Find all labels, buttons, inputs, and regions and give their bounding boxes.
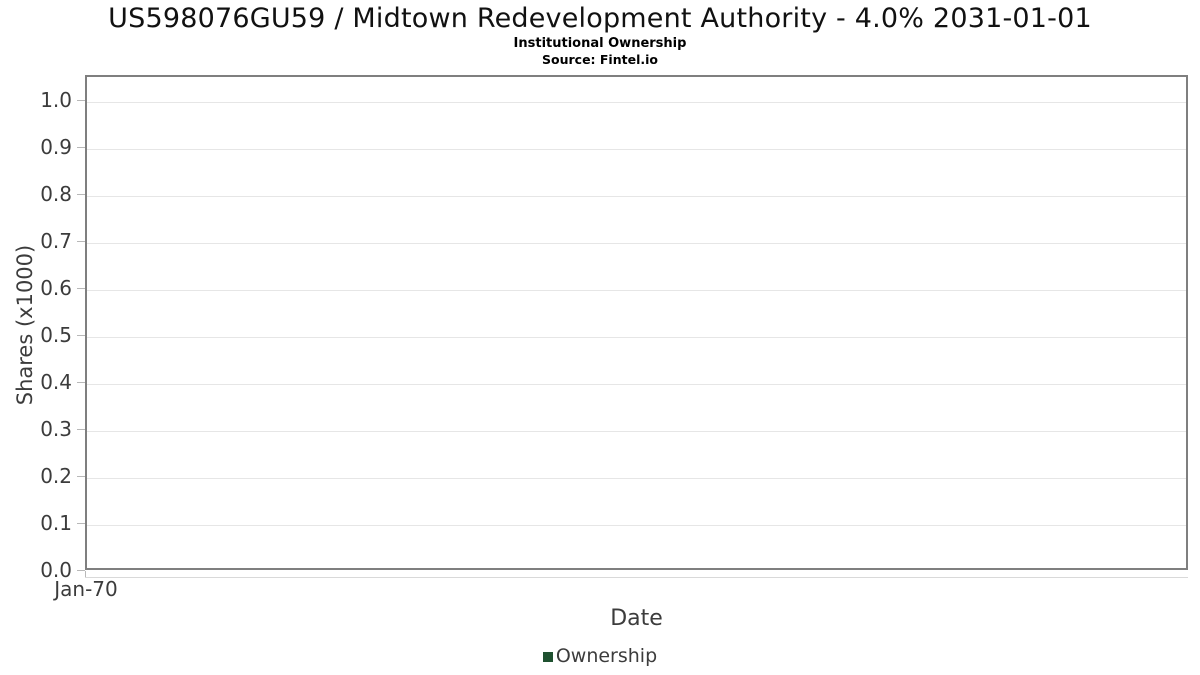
legend-item-ownership[interactable]: Ownership [542,645,658,667]
legend: Ownership [0,645,1200,667]
y-tick-label: 0.1 [40,511,72,535]
y-tick-mark [77,382,85,383]
chart-source-note: Source: Fintel.io [542,52,658,67]
plot-area [85,75,1188,570]
gridline [87,431,1186,432]
x-tick-mark [85,571,86,577]
gridline [87,337,1186,338]
legend-item-label: Ownership [555,645,658,667]
y-tick-mark [77,570,85,571]
y-tick-mark [77,288,85,289]
y-tick-mark [77,335,85,336]
chart-subtitle: Institutional Ownership [513,36,687,51]
y-tick-mark [77,241,85,242]
y-tick-label: 0.3 [40,417,72,441]
gridline [87,525,1186,526]
y-tick-label: 0.9 [40,135,72,159]
y-tick-mark [77,476,85,477]
gridline [87,243,1186,244]
y-axis-title: Shares (x1000) [13,244,37,406]
y-tick-label: 1.0 [40,88,72,112]
ownership-series-swatch-icon [542,652,553,662]
gridline [87,149,1186,150]
y-tick-label: 0.0 [40,558,72,582]
y-tick-label: 0.6 [40,276,72,300]
y-tick-mark [77,523,85,524]
gridline [87,196,1186,197]
x-tick-label: Jan-70 [54,577,118,601]
y-tick-label: 0.8 [40,182,72,206]
x-axis-title: Date [610,606,663,631]
x-axis-line [85,577,1188,578]
gridline [87,478,1186,479]
y-tick-mark [77,100,85,101]
y-tick-label: 0.2 [40,464,72,488]
y-tick-label: 0.5 [40,323,72,347]
y-tick-label: 0.7 [40,229,72,253]
y-tick-mark [77,429,85,430]
gridline [87,290,1186,291]
y-tick-label: 0.4 [40,370,72,394]
gridline [87,384,1186,385]
chart-title: US598076GU59 / Midtown Redevelopment Aut… [108,3,1092,34]
y-tick-mark [77,194,85,195]
gridline [87,102,1186,103]
y-tick-mark [77,147,85,148]
